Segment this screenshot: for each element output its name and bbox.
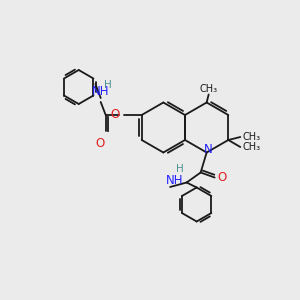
Text: NH: NH (92, 85, 110, 98)
Text: CH₃: CH₃ (242, 142, 260, 152)
Text: O: O (95, 137, 104, 150)
Text: NH: NH (166, 174, 184, 187)
Text: H: H (176, 164, 184, 175)
Text: O: O (110, 109, 120, 122)
Text: H: H (104, 80, 112, 90)
Text: O: O (218, 171, 227, 184)
Text: CH₃: CH₃ (242, 132, 260, 142)
Text: N: N (204, 143, 213, 156)
Text: CH₃: CH₃ (200, 85, 218, 94)
